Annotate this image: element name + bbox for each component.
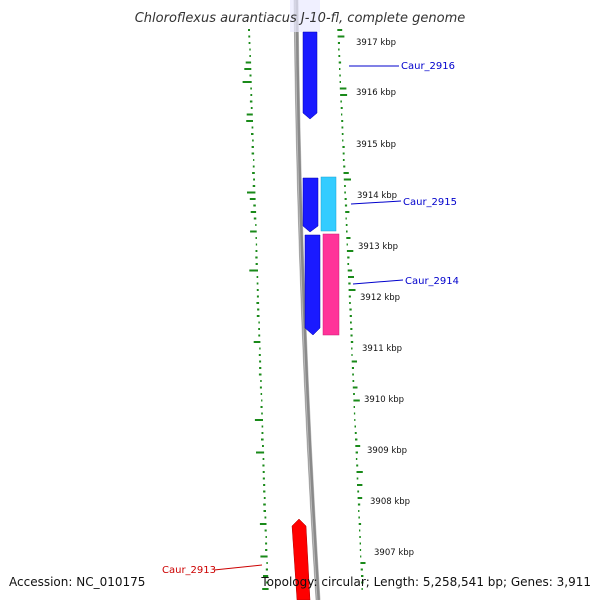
title-fade bbox=[290, 0, 320, 32]
genome-summary: Topology: circular; Length: 5,258,541 bp… bbox=[260, 575, 591, 589]
tick-label: 3915 kbp bbox=[356, 140, 396, 150]
accession-label: Accession: NC_010175 bbox=[9, 575, 145, 589]
tick-label: 3909 kbp bbox=[367, 446, 407, 456]
gene-label-leaders bbox=[213, 65, 404, 571]
gc-content-outer-track bbox=[337, 29, 366, 590]
tick-label: 3912 kbp bbox=[360, 293, 400, 303]
gene-caur-2914-arrow[interactable] bbox=[304, 234, 321, 336]
tick-label: 3913 kbp bbox=[358, 242, 398, 252]
leader-caur-2913 bbox=[213, 564, 263, 571]
gene-caur-2916-arrow[interactable] bbox=[302, 31, 318, 120]
genome-title: Chloroflexus aurantiacus J-10-fl, comple… bbox=[135, 11, 466, 26]
gene-caur-2915-rna-block[interactable] bbox=[320, 176, 337, 232]
gene-features bbox=[291, 31, 340, 600]
tick-label: 3914 kbp bbox=[357, 191, 397, 201]
tick-label: 3908 kbp bbox=[370, 497, 410, 507]
gene-caur-2914-pink-block[interactable] bbox=[322, 233, 340, 336]
gene-labels: Caur_2916 Caur_2915 Caur_2914 Caur_2913 bbox=[162, 61, 459, 576]
tick-label: 3917 kbp bbox=[356, 38, 396, 48]
gene-label-caur-2913[interactable]: Caur_2913 bbox=[162, 565, 216, 576]
gene-caur-2915-arrow[interactable] bbox=[302, 177, 319, 233]
tick-label: 3910 kbp bbox=[364, 395, 404, 405]
tick-label: 3907 kbp bbox=[374, 548, 414, 558]
leader-caur-2915 bbox=[350, 200, 402, 205]
tick-label: 3916 kbp bbox=[356, 88, 396, 98]
gene-label-caur-2916[interactable]: Caur_2916 bbox=[401, 61, 455, 72]
gc-content-inner-track bbox=[242, 29, 269, 590]
gene-label-caur-2914[interactable]: Caur_2914 bbox=[405, 276, 459, 287]
backbone-highlight bbox=[294, 0, 318, 600]
tick-label: 3911 kbp bbox=[362, 344, 402, 354]
backbone-track bbox=[293, 0, 321, 600]
gene-caur-2913-arrow[interactable] bbox=[291, 518, 311, 600]
leader-caur-2914 bbox=[352, 279, 404, 285]
gene-label-caur-2915[interactable]: Caur_2915 bbox=[403, 197, 457, 208]
scale-tick-labels: 3917 kbp 3916 kbp 3915 kbp 3914 kbp 3913… bbox=[356, 38, 414, 558]
backbone-arc bbox=[294, 0, 320, 600]
